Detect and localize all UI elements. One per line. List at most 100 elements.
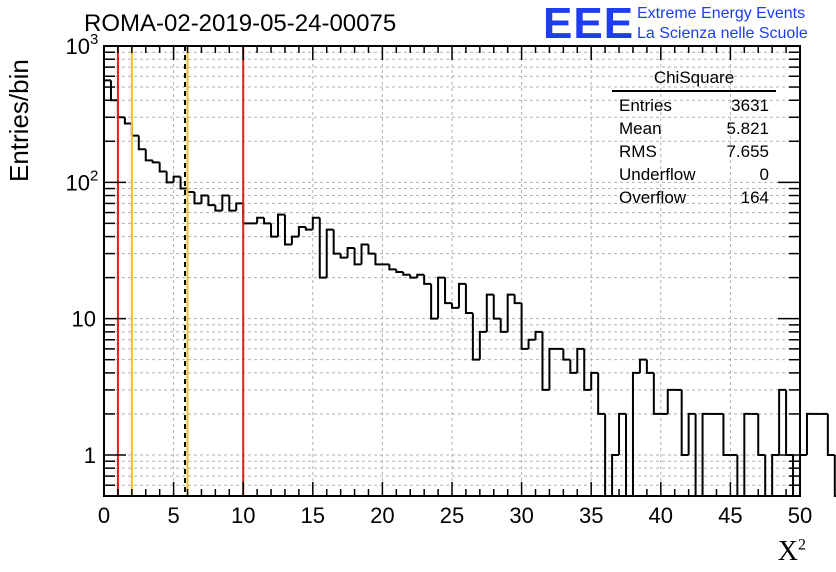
- histogram-bin: [597, 372, 606, 415]
- histogram-bin: [778, 388, 787, 455]
- histogram-bin: [318, 217, 327, 279]
- histogram-bin: [478, 330, 487, 360]
- histogram-bin: [151, 160, 160, 164]
- histogram-bin: [701, 412, 710, 496]
- eee-logo: EEE: [543, 0, 635, 48]
- x-tick-label: 30: [509, 503, 533, 528]
- histogram-bin: [172, 175, 181, 183]
- histogram-bin: [423, 274, 432, 285]
- histogram-bin: [652, 372, 661, 415]
- histogram-bin: [402, 271, 411, 276]
- y-tick-exponent: 2: [90, 167, 98, 184]
- histogram-bin: [638, 358, 647, 373]
- histogram-bin: [221, 194, 230, 211]
- y-axis-label: Entries/bin: [4, 59, 34, 182]
- histogram-bin: [137, 135, 146, 151]
- stats-label: Entries: [619, 96, 672, 115]
- histogram-bin: [743, 412, 752, 496]
- histogram-bin: [618, 412, 626, 455]
- histogram-bin: [360, 243, 369, 265]
- stats-row: Overflow 164: [612, 186, 776, 209]
- histogram-bin: [332, 229, 341, 255]
- histogram-bin: [374, 253, 383, 266]
- stats-label: Mean: [619, 119, 662, 138]
- histogram-bin: [123, 117, 132, 125]
- y-tick-label: 1: [84, 443, 96, 468]
- histogram-bin: [826, 413, 835, 456]
- histogram-bin: [103, 79, 111, 496]
- histogram-bin: [833, 454, 836, 497]
- histogram-bin: [430, 283, 439, 320]
- y-tick-label: 10: [72, 307, 96, 332]
- histogram-bin: [666, 388, 675, 414]
- histogram-bin: [611, 453, 620, 496]
- histogram-bin: [339, 253, 348, 259]
- histogram-bin: [353, 247, 362, 266]
- stats-value: 7.655: [726, 142, 769, 161]
- histogram-bin: [277, 213, 285, 237]
- stats-row: Entries 3631: [612, 94, 776, 117]
- stats-label: RMS: [619, 142, 657, 161]
- histogram-bin: [179, 176, 188, 190]
- histogram-bin: [687, 412, 696, 455]
- histogram-bin: [367, 244, 376, 255]
- stats-row: Mean 5.821: [612, 117, 776, 140]
- histogram-bin: [186, 188, 195, 193]
- stats-value: 5.821: [726, 119, 769, 138]
- histogram-bin: [409, 274, 418, 279]
- histogram-bin: [645, 359, 654, 374]
- histogram-bin: [771, 453, 780, 496]
- histogram-bin: [311, 216, 320, 230]
- histogram-bin: [207, 195, 216, 207]
- logo-caption-line1: Extreme Energy Events: [637, 5, 806, 22]
- histogram-bin: [346, 246, 355, 258]
- y-tick-label: 10: [66, 34, 90, 59]
- stats-value: 0: [759, 165, 769, 184]
- histogram-bin: [304, 227, 313, 231]
- histogram-bin: [590, 371, 599, 390]
- histogram-bin: [757, 413, 766, 456]
- histogram-bin: [541, 331, 550, 391]
- histogram-bin: [534, 330, 543, 340]
- histogram-bin: [680, 389, 689, 456]
- x-tick-label: 50: [788, 503, 812, 528]
- histogram-bin: [263, 217, 272, 225]
- histogram-bin: [158, 162, 167, 173]
- histogram-bin: [130, 123, 139, 137]
- histogram-bin: [256, 216, 265, 224]
- histogram-bin: [631, 371, 640, 496]
- logo-caption-line2: La Scienza nelle Scuole: [637, 25, 808, 42]
- histogram-bin: [283, 214, 292, 246]
- histogram-bin: [471, 312, 480, 361]
- histogram-bin: [325, 228, 334, 278]
- x-tick-label: 45: [718, 503, 742, 528]
- chart-title: ROMA-02-2019-05-24-00075: [84, 10, 397, 37]
- histogram-bin: [562, 348, 571, 361]
- logo-caption: Extreme Energy Events La Scienza nelle S…: [637, 4, 808, 44]
- histogram-bin: [290, 235, 299, 245]
- y-tick-label: 10: [66, 170, 90, 195]
- histogram-bin: [548, 347, 557, 390]
- histogram-bin: [485, 293, 494, 332]
- histogram-bin: [270, 223, 278, 238]
- histogram-bin: [193, 191, 202, 205]
- histogram-bin: [722, 413, 731, 456]
- histogram-bin: [451, 303, 459, 309]
- histogram-bin: [527, 338, 536, 349]
- histogram-bin: [388, 264, 397, 271]
- histogram-bin: [799, 453, 807, 496]
- stats-row: Underflow 0: [612, 163, 776, 186]
- histogram-bin: [785, 389, 794, 456]
- stats-value: 164: [740, 188, 769, 207]
- histogram-bin: [200, 194, 209, 204]
- histogram-bin: [214, 205, 223, 212]
- stats-value: 3631: [731, 96, 769, 115]
- histogram-bin: [395, 269, 404, 273]
- x-tick-label: 35: [579, 503, 603, 528]
- x-tick-label: 25: [440, 503, 464, 528]
- stats-row: RMS 7.655: [612, 140, 776, 163]
- histogram-bin: [499, 318, 508, 333]
- histogram-bin: [457, 282, 466, 308]
- histogram-bin: [437, 276, 446, 319]
